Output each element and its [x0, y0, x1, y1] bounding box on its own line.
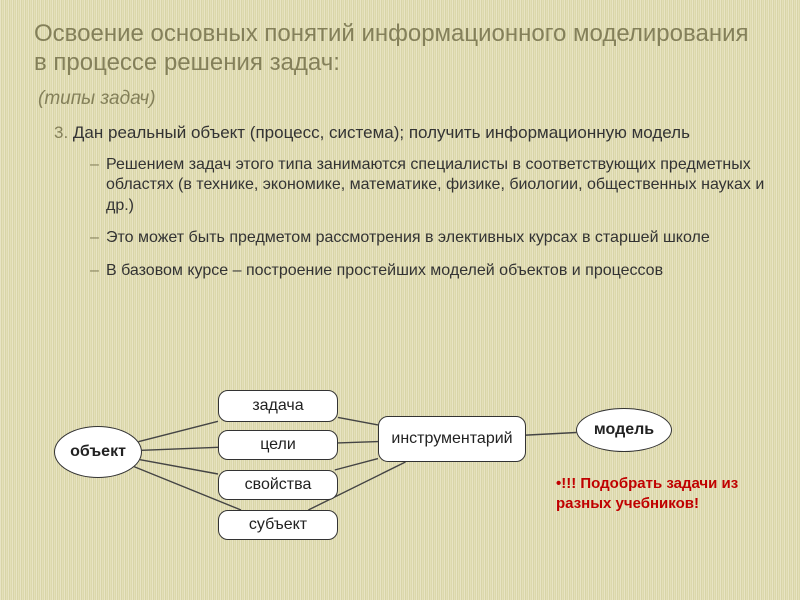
footnote: •!!! Подобрать задачи из разных учебнико… — [556, 474, 756, 513]
node-subject: субъект — [218, 510, 338, 540]
point-3: 3. Дан реальный объект (процесс, система… — [54, 122, 766, 143]
point-3-text: Дан реальный объект (процесс, система); … — [73, 123, 690, 142]
node-object: объект — [54, 426, 142, 478]
bullet-item: Это может быть предметом рассмотрения в … — [90, 228, 766, 248]
slide-title: Освоение основных понятий информационног… — [34, 20, 766, 78]
node-tools: инструментарий — [378, 416, 526, 462]
node-model: модель — [576, 408, 672, 452]
node-task: задача — [218, 390, 338, 422]
slide-subtitle: (типы задач) — [38, 88, 766, 110]
node-goals: цели — [218, 430, 338, 460]
bullet-list: Решением задач этого типа занимаются спе… — [90, 155, 766, 281]
bullet-item: Решением задач этого типа занимаются спе… — [90, 155, 766, 216]
node-props: свойства — [218, 470, 338, 500]
diagram: объект задача цели свойства субъект инструмен… — [0, 390, 800, 590]
bullet-item: В базовом курсе – построение простейших … — [90, 261, 766, 281]
point-3-number: 3. — [54, 123, 73, 142]
